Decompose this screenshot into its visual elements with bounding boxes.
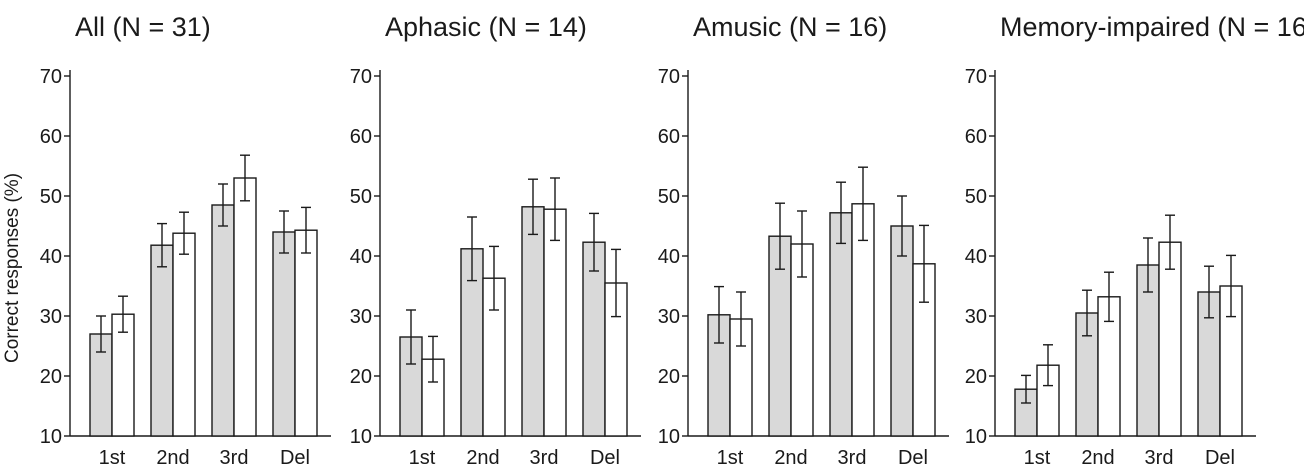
y-tick-label: 40 — [40, 246, 62, 268]
x-tick-label: 1st — [1024, 447, 1051, 467]
bar — [211, 204, 235, 437]
y-tick-label: 40 — [658, 246, 680, 268]
bar — [543, 208, 567, 437]
y-tick-label: 40 — [350, 246, 372, 268]
x-tick-label: Del — [898, 447, 928, 467]
x-tick-label: 3rd — [1145, 447, 1174, 467]
panel-title: All (N = 31) — [75, 12, 211, 42]
x-tick-label: Del — [1205, 447, 1235, 467]
y-tick-label: 10 — [350, 426, 372, 448]
y-tick-label: 20 — [40, 366, 62, 388]
bar — [890, 225, 914, 437]
x-tick-label: 2nd — [1081, 447, 1114, 467]
y-axis-label: Correct responses (%) — [2, 173, 23, 363]
y-tick-label: 50 — [658, 186, 680, 208]
y-tick-label: 10 — [658, 426, 680, 448]
x-tick-label: 2nd — [774, 447, 807, 467]
bar — [272, 231, 296, 437]
y-tick-label: 30 — [350, 306, 372, 328]
x-tick-label: 1st — [99, 447, 126, 467]
y-tick-label: 20 — [658, 366, 680, 388]
bar — [150, 244, 174, 437]
y-tick-label: 70 — [40, 66, 62, 88]
x-tick-label: 3rd — [530, 447, 559, 467]
x-tick-label: 3rd — [838, 447, 867, 467]
x-tick-label: 2nd — [466, 447, 499, 467]
chart-panel: Amusic (N = 16) 10 20 30 40 50 60 70 1st 2nd 3rd De… — [658, 12, 949, 467]
y-tick-label: 20 — [350, 366, 372, 388]
bar — [172, 232, 196, 437]
x-tick-label: 3rd — [220, 447, 249, 467]
y-tick-label: 30 — [965, 306, 987, 328]
panel-title: Memory-impaired (N = 16) — [1000, 12, 1304, 42]
y-tick-label: 50 — [350, 186, 372, 208]
y-tick-label: 10 — [40, 426, 62, 448]
x-tick-label: 2nd — [156, 447, 189, 467]
y-tick-label: 60 — [965, 126, 987, 148]
chart-panel: Memory-impaired (N = 16) 10 20 30 40 50 60 70 1s… — [965, 12, 1304, 467]
bar — [294, 229, 318, 437]
y-tick-label: 10 — [965, 426, 987, 448]
y-tick-label: 50 — [40, 186, 62, 208]
y-tick-label: 30 — [40, 306, 62, 328]
x-tick-label: 1st — [409, 447, 436, 467]
panel-title: Amusic (N = 16) — [693, 12, 887, 42]
y-tick-label: 60 — [658, 126, 680, 148]
y-tick-label: 40 — [965, 246, 987, 268]
chart-panel: Aphasic (N = 14) 10 20 30 40 50 60 70 1st 2nd 3rd D… — [350, 12, 641, 467]
bar — [1158, 241, 1182, 437]
x-tick-label: 1st — [717, 447, 744, 467]
y-tick-label: 30 — [658, 306, 680, 328]
y-tick-label: 50 — [965, 186, 987, 208]
y-tick-label: 70 — [658, 66, 680, 88]
y-tick-label: 60 — [350, 126, 372, 148]
y-tick-label: 60 — [40, 126, 62, 148]
y-tick-label: 20 — [965, 366, 987, 388]
bar — [233, 177, 257, 437]
bar — [829, 212, 853, 437]
y-tick-label: 70 — [350, 66, 372, 88]
chart-panel: All (N = 31) 10 20 30 40 50 60 70 1st 2nd 3rd Del — [40, 12, 331, 467]
x-tick-label: Del — [280, 447, 310, 467]
bar — [521, 206, 545, 437]
x-tick-label: Del — [590, 447, 620, 467]
y-tick-label: 70 — [965, 66, 987, 88]
panel-title: Aphasic (N = 14) — [385, 12, 587, 42]
